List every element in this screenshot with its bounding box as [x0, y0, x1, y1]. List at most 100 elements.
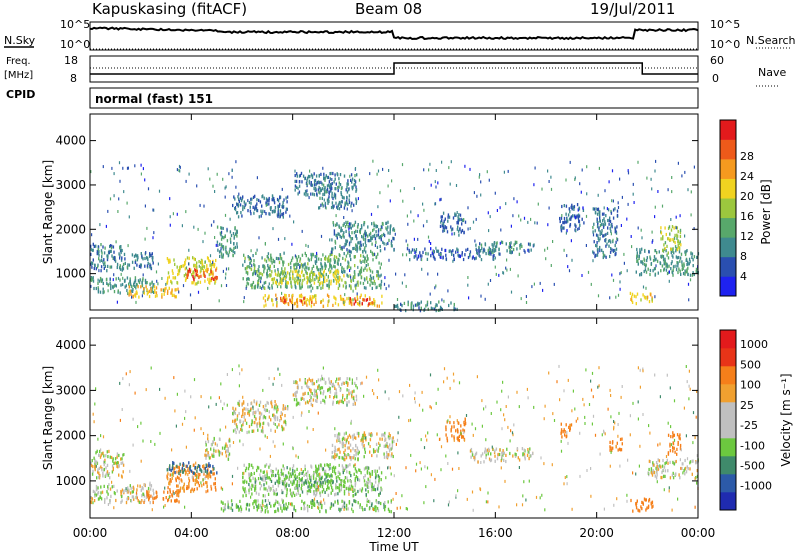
range-gate-cell — [482, 250, 484, 254]
range-gate-cell — [122, 490, 124, 494]
range-gate-cell — [122, 262, 125, 267]
range-gate-cell — [334, 196, 337, 200]
range-gate-cell — [563, 216, 566, 221]
range-gate-cell — [254, 484, 257, 488]
range-gate-cell — [296, 304, 299, 308]
range-gate-cell — [674, 233, 676, 237]
range-gate-cell — [597, 193, 599, 197]
range-gate-cell — [572, 214, 574, 218]
range-gate-cell — [158, 189, 161, 193]
range-gate-cell — [503, 458, 505, 462]
range-gate-cell — [328, 380, 331, 384]
range-gate-cell — [321, 483, 324, 487]
range-gate-cell — [98, 476, 101, 480]
range-gate-cell — [222, 245, 224, 249]
range-gate-cell — [248, 491, 250, 495]
range-gate-cell — [377, 446, 380, 450]
range-gate-cell — [109, 244, 111, 249]
range-gate-cell — [169, 488, 171, 492]
range-gate-cell — [485, 449, 487, 453]
range-gate-cell — [355, 185, 357, 189]
range-gate-cell — [317, 279, 319, 283]
range-gate-cell — [205, 454, 207, 458]
range-gate-cell — [258, 198, 260, 202]
range-gate-cell — [478, 246, 480, 250]
range-gate-cell — [133, 266, 135, 270]
range-gate-cell — [142, 167, 144, 171]
range-gate-cell — [687, 266, 689, 270]
range-gate-cell — [301, 264, 304, 268]
range-gate-cell — [213, 454, 215, 458]
range-gate-cell — [299, 265, 302, 269]
range-gate-cell — [578, 206, 580, 210]
range-gate-cell — [317, 385, 319, 389]
range-gate-cell — [360, 268, 363, 272]
range-gate-cell — [330, 264, 332, 268]
range-gate-cell — [405, 284, 407, 288]
range-gate-cell — [349, 249, 351, 254]
range-gate-cell — [574, 178, 576, 181]
range-gate-cell — [665, 264, 667, 268]
range-gate-cell — [322, 392, 324, 396]
range-gate-cell — [495, 447, 498, 451]
range-gate-cell — [332, 469, 334, 473]
range-gate-cell — [312, 252, 314, 256]
range-gate-cell — [348, 490, 350, 494]
range-gate-cell — [631, 245, 633, 249]
range-gate-cell — [185, 470, 187, 474]
range-gate-cell — [331, 450, 333, 455]
range-gate-cell — [659, 261, 661, 265]
range-gate-cell — [256, 202, 258, 206]
range-gate-cell — [119, 246, 121, 250]
range-gate-cell — [257, 285, 259, 289]
range-gate-cell — [315, 477, 317, 481]
range-gate-cell — [220, 243, 223, 247]
range-gate-cell — [268, 212, 270, 216]
range-gate-cell — [473, 456, 475, 460]
range-gate-cell — [213, 449, 215, 453]
range-gate-cell — [241, 197, 243, 201]
range-gate-cell — [126, 490, 128, 494]
range-gate-cell — [253, 211, 255, 215]
range-gate-cell — [458, 218, 461, 222]
range-gate-cell — [92, 279, 95, 283]
range-gate-cell — [207, 473, 209, 478]
range-gate-cell — [458, 421, 460, 425]
range-gate-cell — [274, 269, 276, 273]
range-gate-cell — [247, 199, 249, 203]
range-gate-cell — [358, 178, 361, 182]
range-gate-cell — [355, 199, 358, 203]
range-gate-cell — [147, 257, 149, 261]
range-gate-cell — [345, 220, 347, 224]
range-gate-cell — [376, 448, 378, 452]
range-gate-cell — [469, 167, 471, 171]
range-gate-cell — [325, 206, 327, 210]
range-gate-cell — [601, 212, 604, 216]
range-gate-cell — [379, 191, 381, 195]
range-gate-cell — [324, 203, 326, 207]
range-gate-cell — [350, 275, 352, 279]
range-gate-cell — [366, 298, 369, 302]
range-gate-cell — [550, 175, 552, 179]
range-gate-cell — [355, 474, 357, 479]
range-gate-cell — [331, 486, 333, 490]
range-gate-cell — [129, 280, 131, 284]
range-gate-cell — [264, 242, 266, 245]
range-gate-cell — [217, 449, 220, 453]
range-gate-cell — [379, 235, 382, 239]
range-gate-cell — [186, 275, 189, 279]
range-gate-cell — [183, 274, 186, 278]
range-gate-cell — [671, 190, 673, 194]
range-gate-cell — [678, 241, 680, 246]
range-gate-cell — [352, 434, 354, 438]
range-gate-cell — [454, 307, 456, 311]
range-gate-cell — [662, 255, 665, 259]
range-gate-cell — [164, 289, 166, 293]
range-gate-cell — [292, 275, 294, 279]
range-gate-cell — [392, 228, 394, 232]
range-gate-cell — [560, 225, 562, 229]
range-gate-cell — [684, 252, 687, 257]
range-gate-cell — [275, 499, 277, 503]
range-gate-cell — [660, 237, 662, 241]
range-gate-cell — [113, 284, 115, 288]
